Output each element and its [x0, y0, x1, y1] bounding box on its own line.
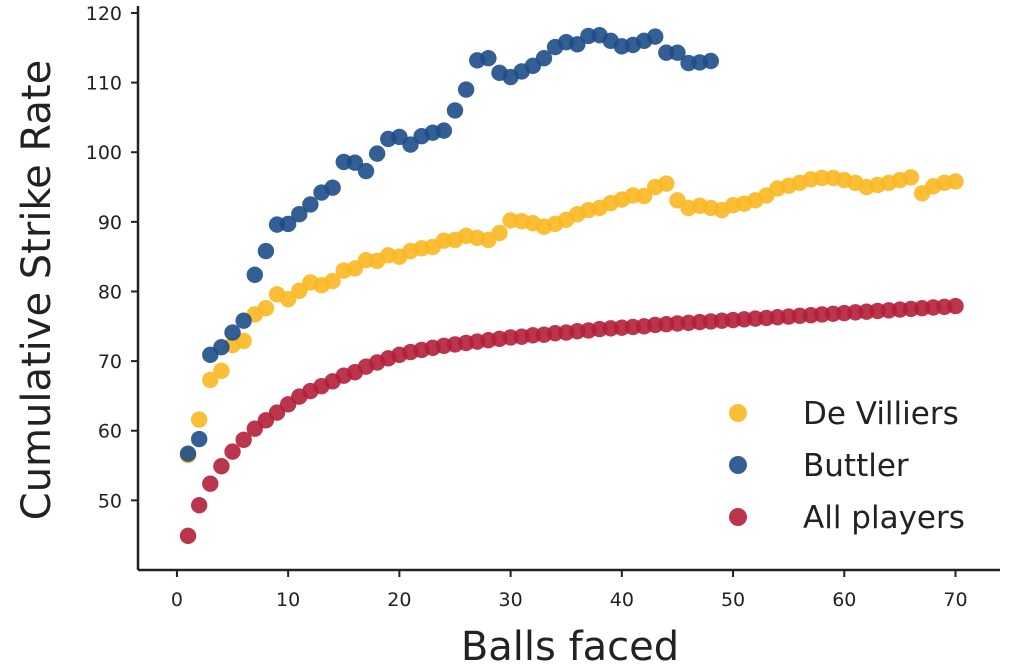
data-point [291, 282, 308, 299]
y-tick-label: 70 [98, 351, 122, 373]
data-point [257, 299, 275, 317]
data-point [491, 224, 508, 242]
data-point [446, 102, 464, 119]
legend-marker [729, 456, 747, 474]
data-point [357, 162, 375, 180]
y-tick-label: 120 [86, 3, 122, 25]
data-point [658, 175, 675, 192]
legend-label: All players [803, 500, 965, 536]
x-tick-label: 50 [721, 589, 745, 611]
data-point [480, 50, 497, 67]
x-tick-label: 10 [276, 589, 300, 611]
x-axis-title: Balls faced [461, 624, 679, 668]
data-point [179, 527, 197, 545]
y-tick-label: 90 [98, 212, 122, 234]
data-point [190, 411, 208, 428]
data-point [179, 445, 197, 462]
data-point [435, 122, 453, 139]
data-point [202, 475, 219, 492]
data-point [669, 44, 686, 61]
data-point [190, 497, 208, 514]
data-point [368, 145, 386, 162]
data-point [268, 404, 286, 421]
y-axis-ticks: 50 60 70 80 90 100 110 120 [86, 3, 138, 512]
data-point [224, 324, 241, 341]
series-3 [179, 297, 964, 545]
data-point [402, 136, 419, 153]
x-tick-label: 30 [499, 589, 523, 611]
data-point [324, 179, 341, 196]
data-point [224, 443, 241, 460]
data-point [635, 187, 653, 205]
data-point [569, 36, 586, 53]
x-tick-label: 40 [610, 589, 634, 611]
y-tick-label: 110 [86, 73, 122, 95]
data-point [457, 81, 475, 98]
data-point [947, 297, 964, 315]
x-tick-label: 60 [832, 589, 856, 611]
y-tick-label: 60 [98, 421, 122, 443]
data-point [647, 28, 664, 45]
data-point [902, 169, 920, 186]
data-point [324, 272, 341, 290]
data-point [947, 173, 964, 190]
series-2 [179, 27, 720, 462]
data-point [279, 290, 297, 308]
data-point [190, 430, 208, 448]
x-tick-label: 70 [943, 589, 967, 611]
x-tick-label: 0 [171, 589, 183, 611]
x-tick-label: 20 [387, 589, 411, 611]
legend-marker [729, 508, 747, 526]
data-point [279, 215, 297, 233]
data-point [702, 52, 720, 70]
data-point [235, 332, 252, 350]
data-point [235, 312, 252, 329]
data-point [291, 205, 308, 223]
legend-label: De Villiers [803, 396, 959, 432]
data-point [346, 260, 364, 277]
legend-label: Buttler [803, 448, 909, 484]
data-point [213, 338, 230, 356]
data-point [246, 266, 263, 283]
data-point [235, 431, 252, 448]
legend: De Villiers Buttler All players [729, 396, 965, 536]
data-point [257, 242, 275, 260]
y-tick-label: 100 [86, 142, 122, 164]
data-point [535, 50, 553, 67]
data-point [213, 362, 230, 380]
data-point [202, 371, 219, 389]
y-tick-label: 50 [98, 490, 122, 512]
legend-marker [729, 404, 747, 422]
y-axis-title: Cumulative Strike Rate [14, 60, 60, 520]
plot-marks [179, 27, 964, 545]
data-point [246, 420, 263, 437]
data-point [302, 196, 319, 213]
y-tick-label: 80 [98, 281, 122, 303]
data-point [213, 458, 230, 475]
x-axis-ticks: 0 10 20 30 40 50 60 70 [171, 570, 968, 611]
data-point [346, 154, 364, 171]
